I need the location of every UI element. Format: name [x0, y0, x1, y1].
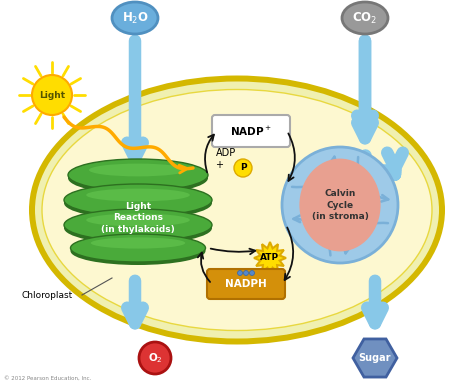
Circle shape: [282, 147, 398, 263]
Ellipse shape: [86, 214, 190, 227]
Text: O$_2$: O$_2$: [147, 351, 163, 365]
Ellipse shape: [300, 159, 381, 252]
Ellipse shape: [64, 212, 212, 244]
Text: Chloroplast: Chloroplast: [22, 291, 73, 300]
Text: ATP: ATP: [260, 253, 280, 263]
Circle shape: [139, 342, 171, 374]
Ellipse shape: [64, 187, 212, 219]
Text: Sugar: Sugar: [359, 353, 391, 363]
Ellipse shape: [89, 164, 187, 176]
Ellipse shape: [71, 234, 206, 262]
Text: Calvin
Cycle
(in stroma): Calvin Cycle (in stroma): [311, 189, 368, 220]
Text: +: +: [215, 160, 223, 170]
Polygon shape: [254, 242, 286, 274]
Ellipse shape: [86, 189, 190, 201]
FancyBboxPatch shape: [212, 115, 290, 147]
Ellipse shape: [64, 184, 212, 216]
Text: Light: Light: [39, 91, 65, 99]
Text: H$_2$O: H$_2$O: [121, 10, 148, 26]
Ellipse shape: [64, 209, 212, 241]
Ellipse shape: [71, 237, 206, 265]
Circle shape: [234, 159, 252, 177]
Text: © 2012 Pearson Education, Inc.: © 2012 Pearson Education, Inc.: [4, 376, 91, 381]
Circle shape: [237, 270, 243, 275]
Text: CO$_2$: CO$_2$: [352, 10, 378, 26]
Ellipse shape: [112, 2, 158, 34]
Ellipse shape: [91, 237, 185, 248]
Ellipse shape: [42, 89, 432, 331]
Text: ADP: ADP: [216, 148, 236, 158]
Circle shape: [244, 270, 248, 275]
Ellipse shape: [68, 159, 208, 191]
Ellipse shape: [68, 162, 208, 194]
Circle shape: [249, 270, 255, 275]
Ellipse shape: [29, 76, 445, 344]
Text: Light
Reactions
(in thylakoids): Light Reactions (in thylakoids): [101, 202, 175, 233]
FancyBboxPatch shape: [207, 269, 285, 299]
Ellipse shape: [342, 2, 388, 34]
Text: NADP$^+$: NADP$^+$: [230, 124, 272, 137]
Text: NADPH: NADPH: [225, 279, 267, 289]
Ellipse shape: [35, 81, 439, 339]
Text: P: P: [240, 164, 246, 172]
Circle shape: [32, 75, 72, 115]
